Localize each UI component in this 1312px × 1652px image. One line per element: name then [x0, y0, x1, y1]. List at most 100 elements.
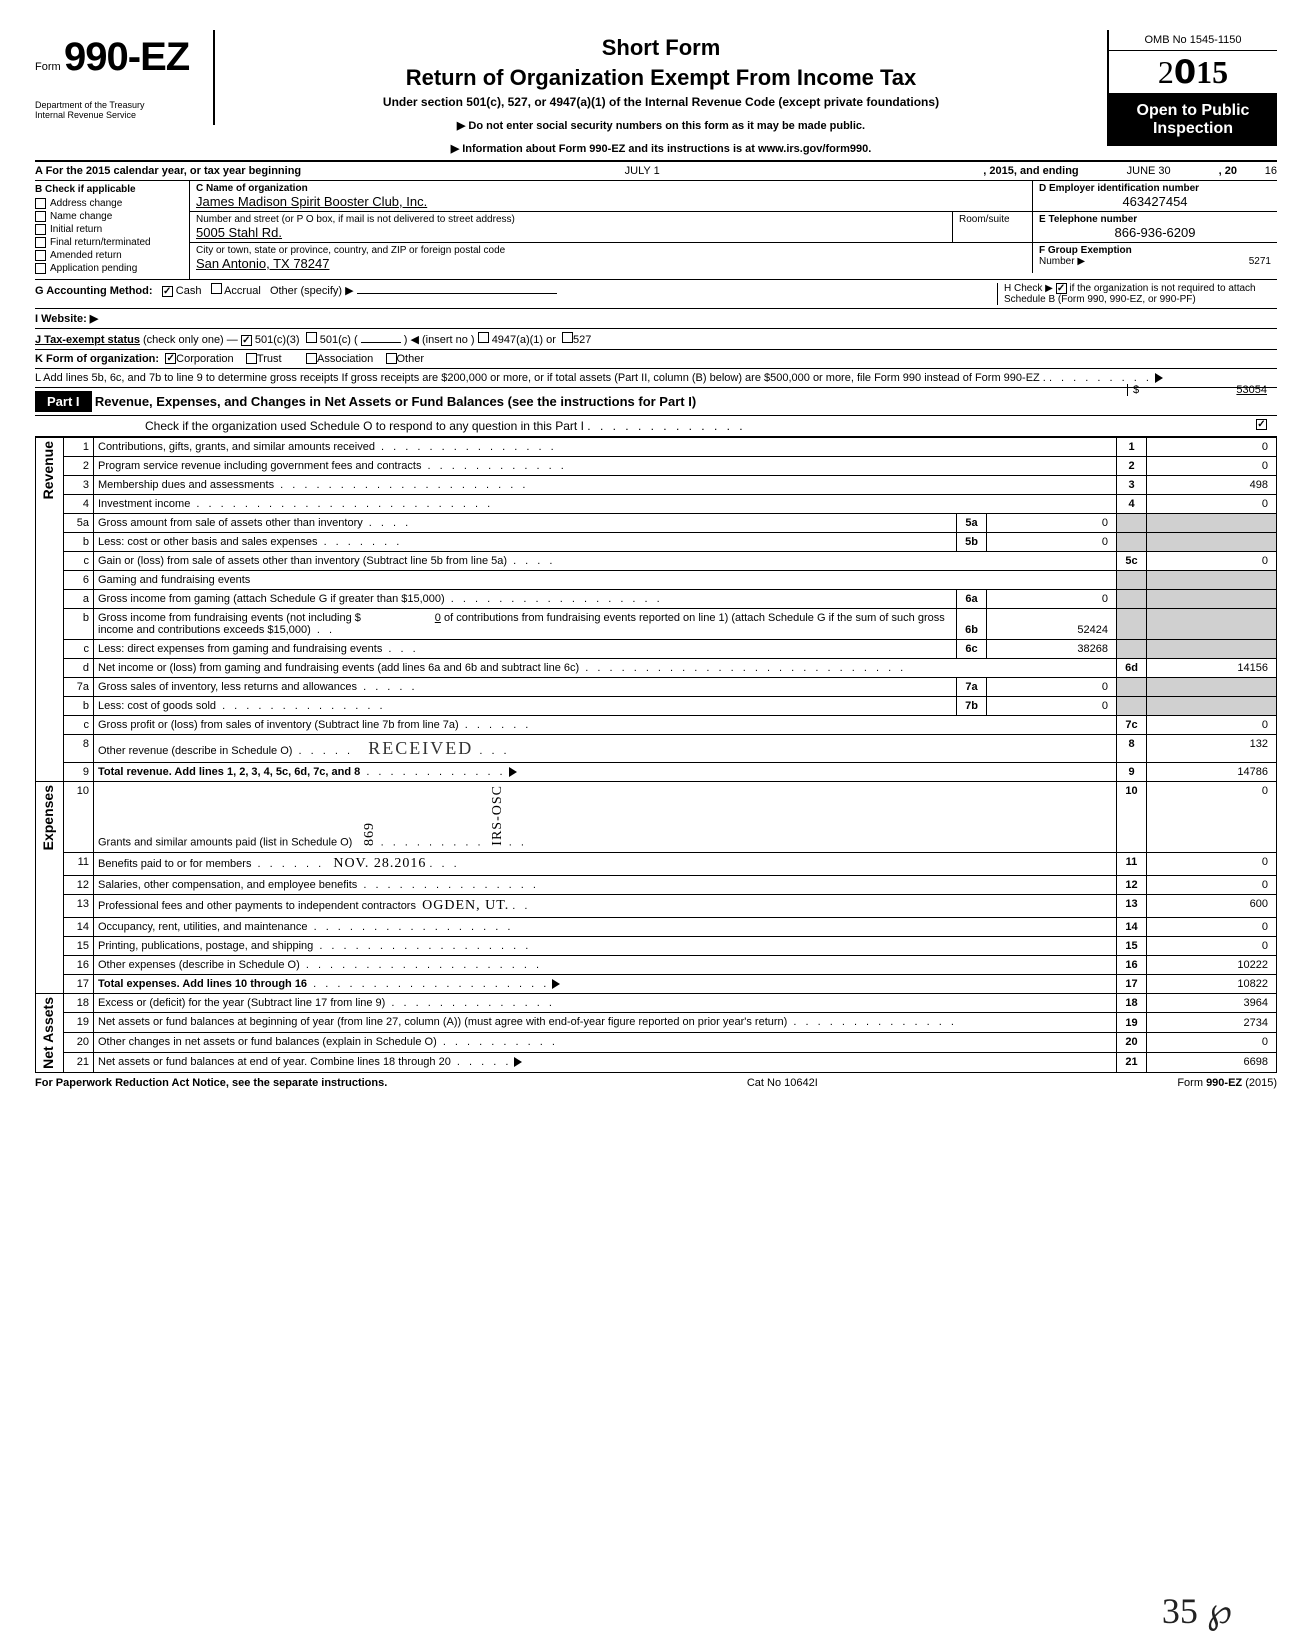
street-label: Number and street (or P O box, if mail i…	[196, 214, 515, 225]
table-row: b Less: cost of goods sold . . . . . . .…	[36, 697, 1277, 716]
line-l-text: L Add lines 5b, 6c, and 7b to line 9 to …	[35, 372, 1046, 384]
checkbox-address-change[interactable]: Address change	[35, 198, 189, 209]
e-label: E Telephone number	[1039, 214, 1137, 225]
line6d-value: 14156	[1147, 659, 1277, 678]
checkbox-corporation[interactable]: ✓	[165, 353, 176, 364]
line-a: A For the 2015 calendar year, or tax yea…	[35, 162, 1277, 181]
table-row: 12 Salaries, other compensation, and emp…	[36, 875, 1277, 894]
d-label: D Employer identification number	[1039, 183, 1199, 194]
table-row: b Gross income from fundraising events (…	[36, 609, 1277, 640]
line1-value: 0	[1147, 438, 1277, 457]
checkboxes-col: B Check if applicable Address change Nam…	[35, 181, 190, 279]
c-label: C Name of organization	[196, 183, 308, 194]
table-row: d Net income or (loss) from gaming and f…	[36, 659, 1277, 678]
table-row: Revenue 1 Contributions, gifts, grants, …	[36, 438, 1277, 457]
table-row: 7a Gross sales of inventory, less return…	[36, 678, 1277, 697]
footer-left: For Paperwork Reduction Act Notice, see …	[35, 1077, 387, 1089]
title-cell: Short Form Return of Organization Exempt…	[215, 30, 1107, 160]
i-label: I Website: ▶	[35, 313, 98, 325]
part1-check-o: Check if the organization used Schedule …	[35, 416, 1277, 437]
table-row: 3 Membership dues and assessments . . . …	[36, 476, 1277, 495]
checkbox-trust[interactable]	[246, 353, 257, 364]
checkbox-initial-return[interactable]: Initial return	[35, 224, 189, 235]
line3-value: 498	[1147, 476, 1277, 495]
checkbox-application-pending[interactable]: Application pending	[35, 263, 189, 274]
line7b-value: 0	[987, 697, 1117, 716]
method-i-row: I Website: ▶	[35, 309, 1277, 329]
right-header-cell: OMB No 1545-1150 2𝟬15 Open to Public Ins…	[1107, 30, 1277, 146]
line4-value: 0	[1147, 495, 1277, 514]
checkbox-accrual[interactable]	[211, 283, 222, 294]
line-a-mid: , 2015, and ending	[983, 165, 1078, 177]
received-stamp: RECEIVED	[368, 738, 473, 758]
checkbox-amended[interactable]: Amended return	[35, 250, 189, 261]
part1-title: Revenue, Expenses, and Changes in Net As…	[95, 394, 696, 409]
part1-table: Revenue 1 Contributions, gifts, grants, …	[35, 437, 1277, 1073]
checkbox-association[interactable]	[306, 353, 317, 364]
table-row: 16 Other expenses (describe in Schedule …	[36, 955, 1277, 974]
table-row: b Less: cost or other basis and sales ex…	[36, 533, 1277, 552]
check-o-text: Check if the organization used Schedule …	[145, 419, 584, 433]
main-title: Return of Organization Exempt From Incom…	[225, 65, 1097, 91]
subtitle: Under section 501(c), 527, or 4947(a)(1)…	[225, 95, 1097, 109]
checkbox-h[interactable]: ✓	[1056, 283, 1067, 294]
form-header: Form 990-EZ Department of the Treasury I…	[35, 30, 1277, 162]
checkbox-527[interactable]	[562, 332, 573, 343]
method-g-row: G Accounting Method: ✓ Cash Accrual Othe…	[35, 280, 1277, 309]
line6c-value: 38268	[987, 640, 1117, 659]
org-info-col: C Name of organization James Madison Spi…	[190, 181, 1277, 279]
line7c-value: 0	[1147, 716, 1277, 735]
form-number: 990-EZ	[64, 35, 189, 79]
g-label: G Accounting Method:	[35, 285, 153, 297]
org-section: B Check if applicable Address change Nam…	[35, 181, 1277, 280]
part1-label: Part I	[35, 391, 92, 412]
form-number-cell: Form 990-EZ Department of the Treasury I…	[35, 30, 215, 125]
line11-value: 0	[1147, 852, 1277, 875]
table-row: 5a Gross amount from sale of assets othe…	[36, 514, 1277, 533]
omb-number: OMB No 1545-1150	[1109, 30, 1277, 51]
line18-value: 3964	[1147, 993, 1277, 1013]
f-value: 5271	[1249, 256, 1271, 267]
line19-value: 2734	[1147, 1013, 1277, 1033]
line-a-prefix: A For the 2015 calendar year, or tax yea…	[35, 165, 301, 177]
line-l-amount: 53054	[1236, 384, 1267, 396]
table-row: 17 Total expenses. Add lines 10 through …	[36, 974, 1277, 993]
line9-value: 14786	[1147, 763, 1277, 782]
line15-value: 0	[1147, 936, 1277, 955]
ssn-warning: ▶ Do not enter social security numbers o…	[225, 119, 1097, 132]
line14-value: 0	[1147, 917, 1277, 936]
line5a-value: 0	[987, 514, 1117, 533]
checkbox-501c[interactable]	[306, 332, 317, 343]
b-check-label: B Check if applicable	[35, 184, 136, 195]
checkbox-final-return[interactable]: Final return/terminated	[35, 237, 189, 248]
line12-value: 0	[1147, 875, 1277, 894]
f-label: F Group Exemption	[1039, 245, 1132, 256]
open-to-public: Open to Public Inspection	[1109, 94, 1277, 146]
phone-value: 866-936-6209	[1039, 225, 1271, 240]
checkbox-501c3[interactable]: ✓	[241, 335, 252, 346]
table-row: 11 Benefits paid to or for members . . .…	[36, 852, 1277, 875]
checkbox-other-org[interactable]	[386, 353, 397, 364]
checkbox-schedule-o[interactable]: ✓	[1256, 419, 1267, 430]
line17-value: 10822	[1147, 974, 1277, 993]
net-assets-label: Net Assets	[40, 997, 56, 1069]
table-row: Net Assets 18 Excess or (deficit) for th…	[36, 993, 1277, 1013]
short-form-title: Short Form	[225, 35, 1097, 61]
869-stamp: 869	[362, 822, 378, 846]
org-name: James Madison Spirit Booster Club, Inc.	[196, 194, 427, 209]
line5c-value: 0	[1147, 552, 1277, 571]
table-row: a Gross income from gaming (attach Sched…	[36, 590, 1277, 609]
checkbox-cash[interactable]: ✓	[162, 286, 173, 297]
tax-year: 2𝟬15	[1109, 51, 1277, 94]
line7a-value: 0	[987, 678, 1117, 697]
table-row: c Less: direct expenses from gaming and …	[36, 640, 1277, 659]
department: Department of the Treasury Internal Reve…	[35, 100, 203, 120]
footer-right: Form 990-EZ (2015)	[1177, 1077, 1277, 1089]
table-row: 14 Occupancy, rent, utilities, and maint…	[36, 917, 1277, 936]
checkbox-name-change[interactable]: Name change	[35, 211, 189, 222]
part1-header: Part I Revenue, Expenses, and Changes in…	[35, 388, 1277, 416]
line5b-value: 0	[987, 533, 1117, 552]
table-row: 13 Professional fees and other payments …	[36, 894, 1277, 917]
table-row: 21 Net assets or fund balances at end of…	[36, 1052, 1277, 1072]
checkbox-4947[interactable]	[478, 332, 489, 343]
